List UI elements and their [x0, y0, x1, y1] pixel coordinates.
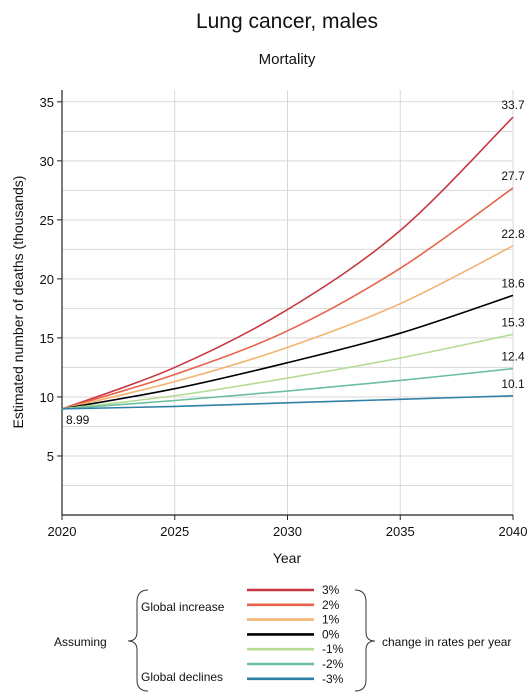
- x-tick-label: 2020: [48, 524, 77, 539]
- series-line: [61, 294, 514, 410]
- legend-entry-label: -2%: [322, 657, 344, 671]
- series-line: [61, 187, 514, 410]
- legend-entries: 3%2%1%0%-1%-2%-3%: [247, 583, 344, 686]
- series-line: [61, 394, 514, 410]
- legend-entry-label: 2%: [322, 598, 340, 612]
- legend-entry-label: -3%: [322, 672, 344, 686]
- end-value-label: 12.4: [501, 350, 525, 364]
- legend-assuming-label: Assuming: [54, 635, 107, 649]
- y-tick-label: 5: [47, 449, 54, 464]
- legend-entry-label: 1%: [322, 613, 340, 627]
- legend-entry-label: 3%: [322, 583, 340, 597]
- end-labels: 33.7 27.7 22.8 18.6 15.3 12.4 10.1: [501, 98, 525, 391]
- end-value-label: 22.8: [501, 227, 525, 241]
- legend-suffix-label: change in rates per year: [382, 635, 511, 649]
- legend-left-brace: [127, 589, 149, 692]
- end-value-label: 10.1: [501, 377, 525, 391]
- x-tick-label: 2025: [160, 524, 189, 539]
- y-tick-label: 30: [40, 154, 54, 169]
- legend-increase-label: Global increase: [141, 600, 225, 614]
- series-line: [61, 245, 514, 410]
- grid: [62, 90, 514, 515]
- legend: Assuming Global increase Global declines…: [54, 583, 511, 692]
- x-tick-label: 2035: [386, 524, 415, 539]
- end-value-label: 15.3: [501, 315, 525, 329]
- y-tick-label: 25: [40, 213, 54, 228]
- x-tick-label: 2030: [273, 524, 302, 539]
- end-value-label: 33.7: [501, 98, 525, 112]
- legend-entry-label: -1%: [322, 642, 344, 656]
- y-axis-label: Estimated number of deaths (thousands): [10, 176, 26, 429]
- series-line: [61, 367, 514, 410]
- legend-right-brace: [354, 589, 376, 692]
- x-tick-label: 2040: [499, 524, 528, 539]
- series-lines: [61, 116, 514, 410]
- y-tick-label: 10: [40, 390, 54, 405]
- chart-title: Lung cancer, males: [196, 10, 378, 33]
- start-value-label: 8.99: [66, 413, 90, 427]
- chart-subtitle: Mortality: [259, 51, 316, 68]
- end-value-label: 18.6: [501, 276, 525, 290]
- legend-entry-label: 0%: [322, 627, 340, 641]
- y-tick-label: 35: [40, 95, 54, 110]
- x-axis-label: Year: [273, 550, 302, 566]
- legend-declines-label: Global declines: [141, 670, 223, 684]
- end-value-label: 27.7: [501, 169, 525, 183]
- series-line: [61, 333, 514, 410]
- y-tick-label: 20: [40, 272, 54, 287]
- y-tick-label: 15: [40, 331, 54, 346]
- series-line: [61, 116, 514, 410]
